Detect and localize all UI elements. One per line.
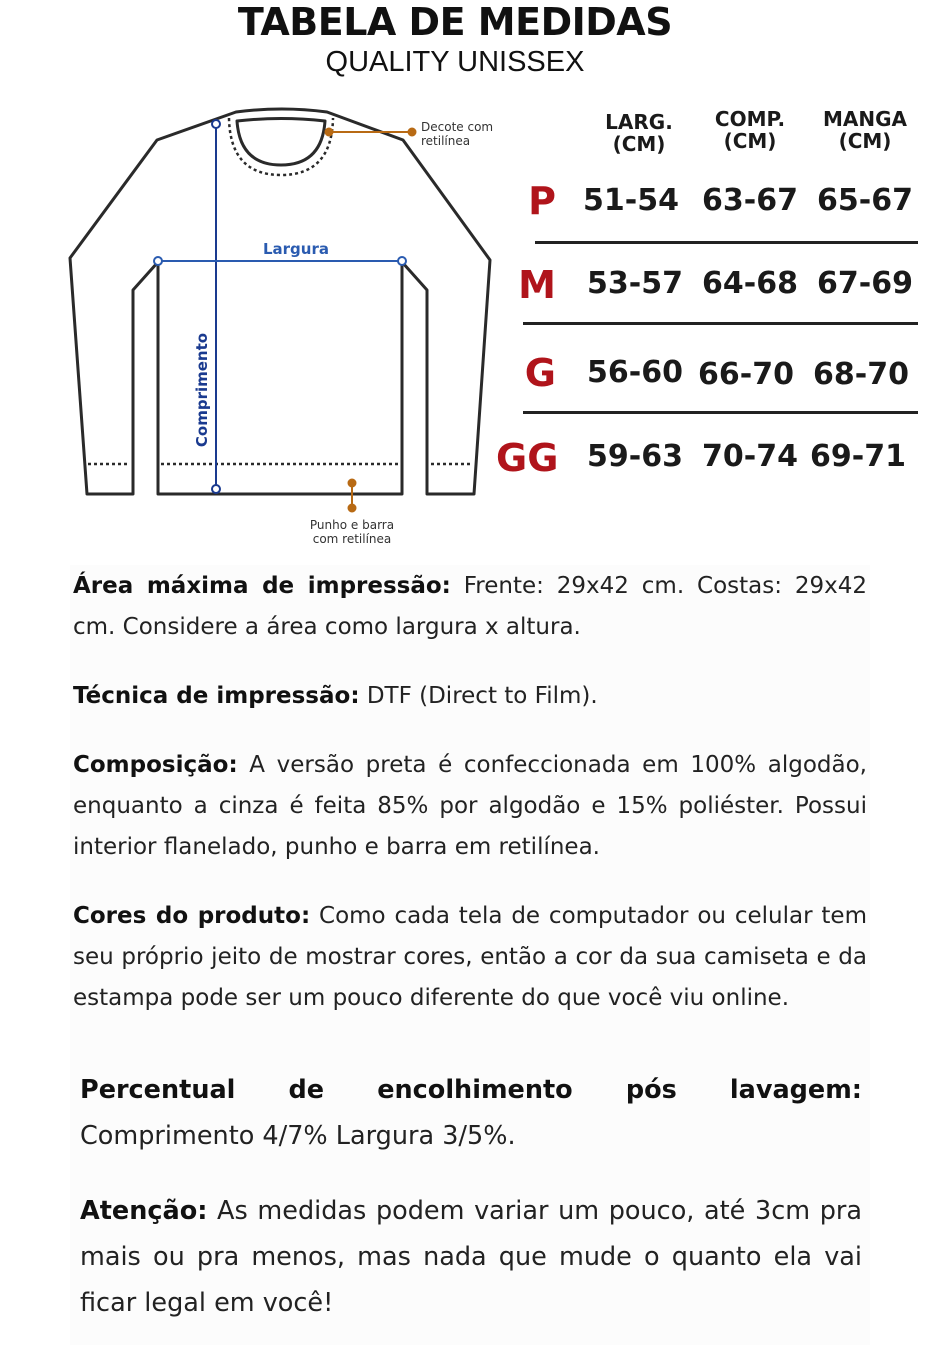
info-label: Cores do produto: [73,903,311,929]
table-cell: 64-68 [702,266,798,301]
info-text: Comprimento 4/7% Largura 3/5%. [80,1121,516,1151]
row-divider [523,322,918,325]
attention-info: Atenção: As medidas podem variar um pouc… [80,1188,862,1326]
product-colors-info: Cores do produto: Como cada tela de comp… [73,896,867,1019]
row-divider [535,241,918,244]
info-label: Composição: [73,752,238,778]
info-label: Percentual de encolhimento pós lavagem: [80,1075,862,1105]
table-cell: 68-70 [813,357,909,392]
info-text: Frente: 29x42 cm. Costas: 29x42 cm. Cons… [73,573,867,640]
print-area-info: Área máxima de impressão: Frente: 29x42 … [73,566,867,648]
page-subtitle: QUALITY UNISSEX [325,46,585,78]
table-cell: 56-60 [587,355,683,390]
info-text: Como cada tela de computador ou celular … [73,903,867,1011]
table-cell: 69-71 [810,439,906,474]
table-cell: 51-54 [583,183,679,218]
size-label: P [528,179,556,223]
annotation-lines [324,127,417,513]
size-label: G [524,351,556,395]
header-line: MANGA [822,107,907,131]
header-unit: (CM) [723,129,777,153]
table-cell: 65-67 [817,183,913,218]
table-cell: 59-63 [587,439,683,474]
hem-label-line1: Punho e barra [310,518,394,532]
info-text: DTF (Direct to Film). [359,683,598,709]
info-text: A versão preta é confeccionada em 100% a… [73,752,867,860]
sweatshirt-diagram: Largura Comprimento Decote com retilínea… [68,107,493,546]
hem-label-line2: com retilínea [313,532,392,546]
row-divider [523,411,918,414]
sweatshirt-outline [68,107,492,496]
neck-label-line2: retilínea [421,134,470,148]
table-cell: 70-74 [702,439,798,474]
column-header-comprimento: COMP. (CM) [690,108,810,152]
table-cell: 66-70 [698,357,794,392]
table-cell: 67-69 [817,266,913,301]
info-label: Atenção: [80,1196,208,1226]
header-unit: (CM) [612,132,666,156]
column-header-largura: LARG. (CM) [579,111,699,155]
table-cell: 63-67 [702,183,798,218]
column-header-manga: MANGA (CM) [805,108,925,152]
table-cell: 53-57 [587,266,683,301]
width-label: Largura [263,240,329,258]
header-line: COMP. [714,107,786,131]
shrinkage-info: Percentual de encolhimento pós lavagem: … [80,1067,862,1159]
neck-rib-stitch [227,117,335,177]
print-technique-info: Técnica de impressão: DTF (Direct to Fil… [73,676,867,717]
header-line: LARG. [605,110,673,134]
length-label: Comprimento [193,333,211,447]
measure-lines [153,119,407,494]
neckline [235,117,327,167]
page-title: TABELA DE MEDIDAS [237,0,673,44]
size-label: GG [496,436,559,480]
header-unit: (CM) [838,129,892,153]
info-panel [70,565,870,1345]
info-text: As medidas podem variar um pouco, até 3c… [80,1196,862,1318]
info-label: Técnica de impressão: [73,683,360,709]
composition-info: Composição: A versão preta é confecciona… [73,745,867,868]
info-label: Área máxima de impressão: [73,573,451,599]
neck-label-line1: Decote com [421,120,493,134]
size-label: M [518,263,556,307]
